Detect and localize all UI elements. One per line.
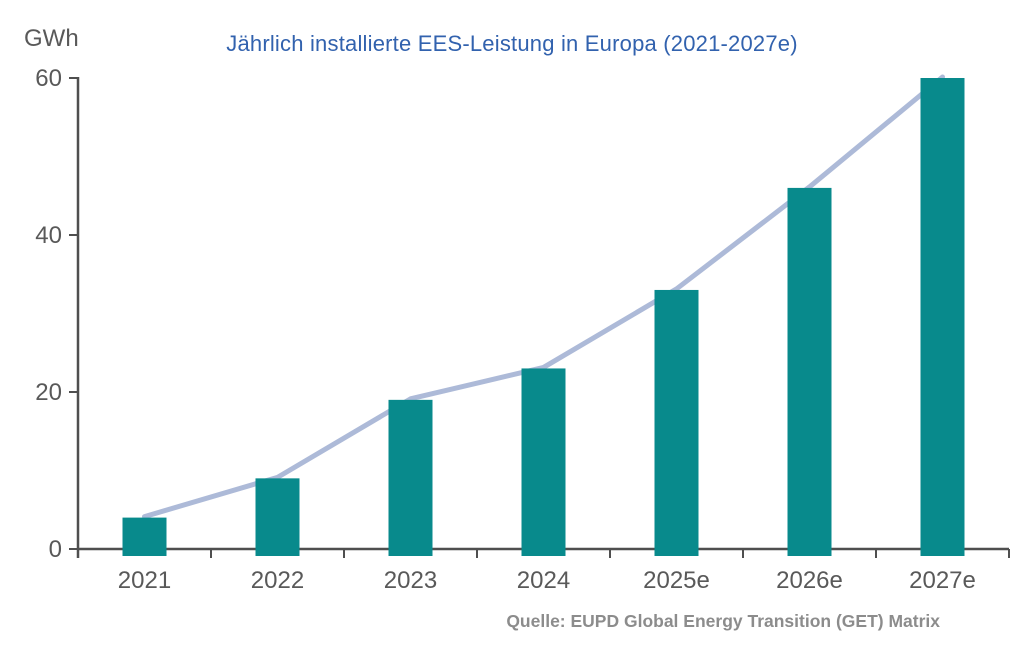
y-tick-label-60: 60 — [35, 65, 62, 92]
y-tick-label-20: 20 — [35, 379, 62, 406]
source-note: Quelle: EUPD Global Energy Transition (G… — [506, 611, 940, 631]
bar-2024 — [521, 368, 566, 556]
x-tick-label-2025e: 2025e — [643, 567, 710, 594]
chart-title: Jährlich installierte EES-Leistung in Eu… — [226, 31, 798, 56]
x-tick-label-2021: 2021 — [118, 567, 171, 594]
bar-2026e — [787, 187, 832, 556]
x-tick-label-2022: 2022 — [251, 567, 304, 594]
x-tick-label-2027e: 2027e — [909, 567, 976, 594]
bar-2025e — [654, 289, 699, 556]
y-tick-label-40: 40 — [35, 222, 62, 249]
y-axis-unit-label: GWh — [24, 25, 79, 52]
bar-2027e — [920, 78, 965, 556]
bar-2023 — [388, 399, 433, 556]
y-tick-label-0: 0 — [49, 536, 62, 563]
x-tick-label-2023: 2023 — [384, 567, 437, 594]
bar-2021 — [122, 517, 167, 556]
bar-2022 — [255, 478, 300, 556]
x-tick-label-2024: 2024 — [517, 567, 570, 594]
trend-line — [142, 74, 945, 520]
x-tick-label-2026e: 2026e — [776, 567, 843, 594]
